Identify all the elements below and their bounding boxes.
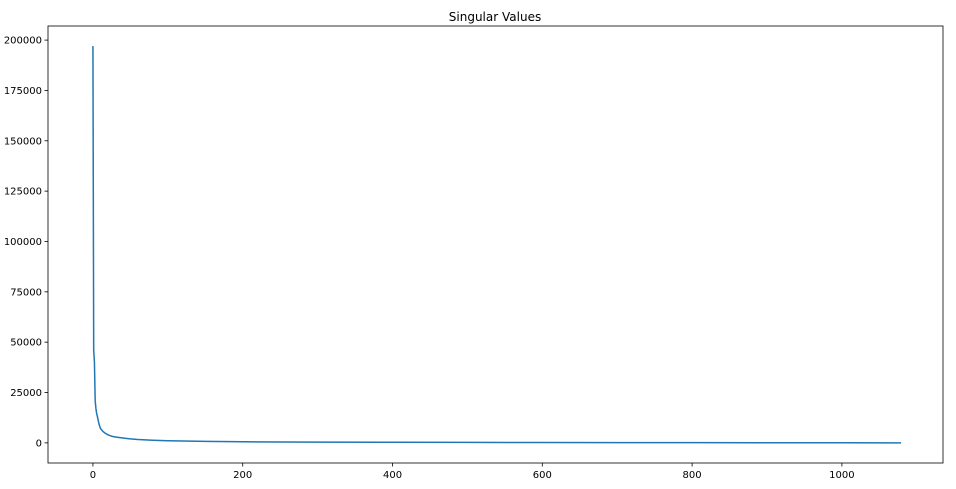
x-tick-label: 1000 xyxy=(829,470,854,481)
series-line-0 xyxy=(92,46,902,444)
x-tick-label: 0 xyxy=(90,470,96,481)
y-tick-label: 200000 xyxy=(4,36,42,47)
y-tick-label: 25000 xyxy=(10,388,42,399)
chart-title: Singular Values xyxy=(449,10,541,24)
y-tick-label: 0 xyxy=(36,438,42,449)
x-tick-label: 600 xyxy=(533,470,552,481)
y-tick-label: 150000 xyxy=(4,136,42,147)
plot-area: 0 200 400 600 800 1000 0 25000 50000 75000 100000 1… xyxy=(4,25,944,481)
y-tick-label: 175000 xyxy=(4,86,42,97)
y-tick-label: 125000 xyxy=(4,187,42,198)
x-tick-label: 800 xyxy=(683,470,702,481)
x-tick-label: 200 xyxy=(233,470,252,481)
y-tick-label: 100000 xyxy=(4,237,42,248)
y-tick-label: 75000 xyxy=(10,287,42,298)
axes-frame xyxy=(47,25,944,464)
y-tick-label: 50000 xyxy=(10,338,42,349)
x-tick-label: 400 xyxy=(383,470,402,481)
